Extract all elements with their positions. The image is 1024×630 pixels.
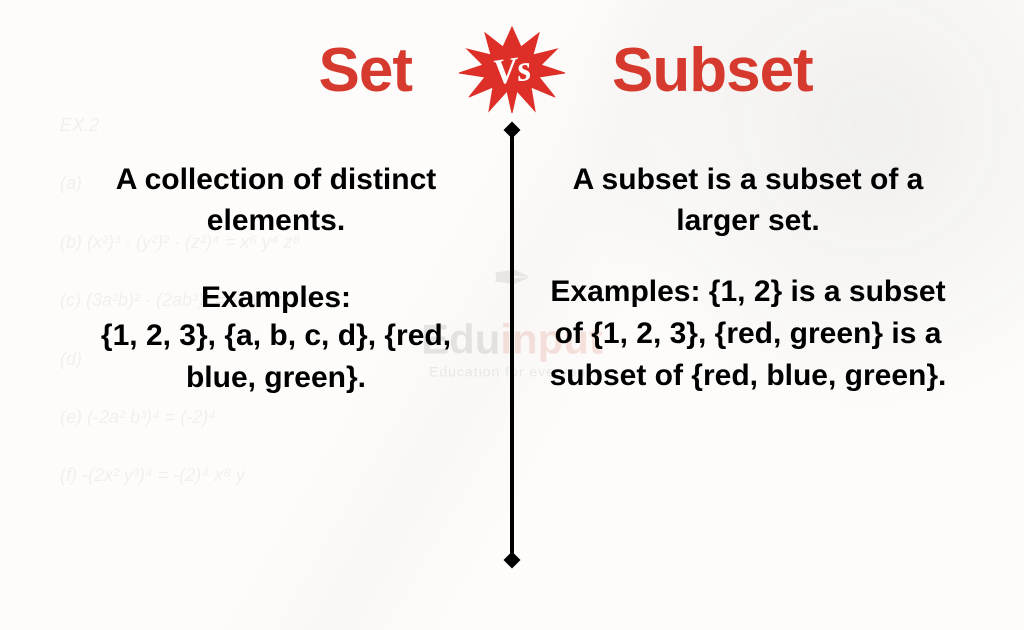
subset-examples: Examples: {1, 2} is a subset of {1, 2, 3… [542, 271, 954, 397]
vertical-divider [510, 130, 514, 560]
title-subset: Subset [592, 35, 984, 106]
vs-badge: Vs [462, 30, 562, 110]
title-set: Set [40, 35, 432, 106]
comparison-columns: A collection of distinct elements. Examp… [40, 150, 984, 580]
set-examples-label: Examples: [70, 281, 482, 315]
column-set: A collection of distinct elements. Examp… [40, 150, 512, 580]
header-row: Set Vs Subset [40, 30, 984, 110]
vs-label: Vs [490, 47, 534, 94]
column-subset: A subset is a subset of a larger set. Ex… [512, 150, 984, 580]
set-definition: A collection of distinct elements. [70, 160, 482, 241]
main-content: Set Vs Subset A collection of distinct e… [0, 0, 1024, 630]
set-examples-body: {1, 2, 3}, {a, b, c, d}, {red, blue, gre… [70, 315, 482, 399]
subset-definition: A subset is a subset of a larger set. [542, 160, 954, 241]
